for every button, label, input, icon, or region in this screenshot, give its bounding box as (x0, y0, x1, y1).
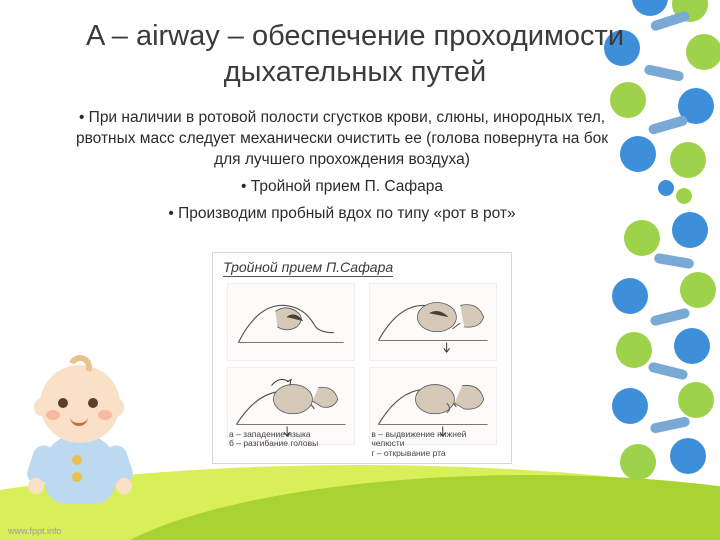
slide-title: A – airway – обеспечение проходимости ды… (0, 18, 720, 91)
figure-panel-a (227, 283, 355, 361)
baby-illustration (10, 350, 150, 515)
footer-link: www.fppt.info (8, 526, 62, 536)
slide: A – airway – обеспечение проходимости ды… (0, 0, 720, 540)
bullet-list: При наличии в ротовой полости сгустков к… (72, 108, 612, 231)
bullet-item: Тройной прием П. Сафара (72, 177, 612, 198)
figure-panel-v (369, 283, 497, 361)
bullet-item: Производим пробный вдох по типу «рот в р… (72, 204, 612, 225)
figure-caption: Тройной прием П.Сафара (223, 259, 393, 275)
bullet-item: При наличии в ротовой полости сгустков к… (72, 108, 612, 171)
